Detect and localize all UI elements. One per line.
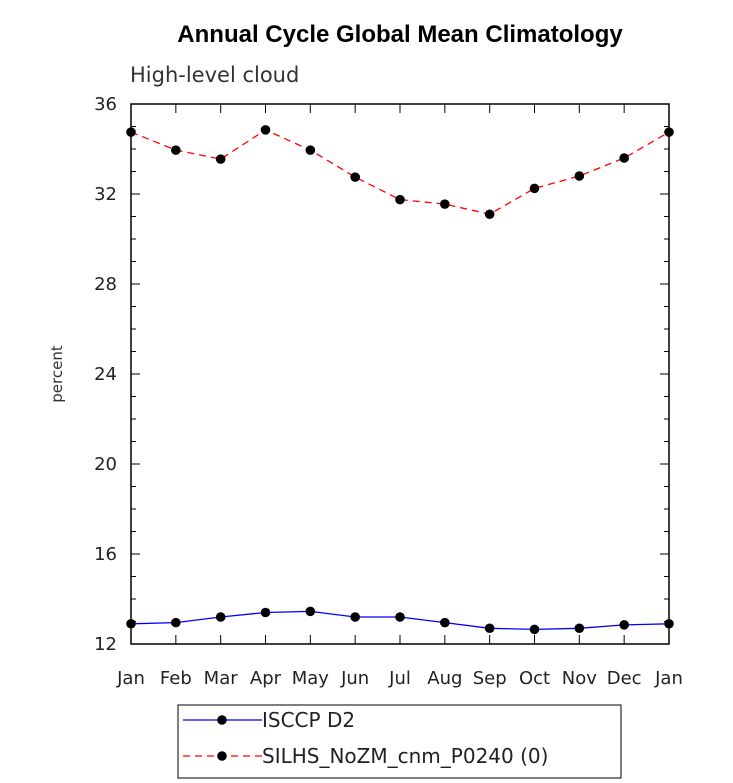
data-point xyxy=(305,606,316,617)
data-point xyxy=(574,171,585,181)
y-axis-label: percent xyxy=(48,345,66,403)
chart-title: Annual Cycle Global Mean Climatology xyxy=(177,21,623,48)
data-point xyxy=(440,617,450,628)
data-point xyxy=(484,623,495,634)
legend-label: ISCCP D2 xyxy=(262,708,355,732)
x-tick-label: May xyxy=(292,668,330,689)
plot-frame xyxy=(130,103,670,645)
x-tick-label: Jul xyxy=(388,668,411,689)
y-tick-label: 32 xyxy=(94,184,117,205)
x-tick-label: Nov xyxy=(562,668,597,689)
y-tick-label: 28 xyxy=(94,274,117,295)
x-tick-label: Jun xyxy=(340,668,369,689)
y-tick-label: 20 xyxy=(94,454,117,475)
data-point xyxy=(529,624,540,635)
legend: ISCCP D2 SILHS_NoZM_cnm_P0240 (0) xyxy=(177,704,622,779)
x-tick-label: Aug xyxy=(427,668,462,689)
x-tick-label: Sep xyxy=(473,668,507,689)
data-point xyxy=(260,607,271,618)
data-point xyxy=(260,125,271,135)
legend-label: SILHS_NoZM_cnm_P0240 (0) xyxy=(262,744,548,768)
data-point xyxy=(305,145,316,155)
data-point xyxy=(619,620,629,630)
chart-subtitle: High-level cloud xyxy=(130,63,299,87)
data-point xyxy=(664,618,674,629)
x-tick-label: Feb xyxy=(160,668,192,689)
data-point xyxy=(574,623,585,634)
legend-marker xyxy=(217,715,227,725)
data-point xyxy=(619,153,629,163)
data-point xyxy=(171,617,181,628)
y-tick-label: 24 xyxy=(94,364,117,385)
data-point xyxy=(529,183,540,194)
legend-marker xyxy=(217,751,227,761)
data-point xyxy=(395,194,405,205)
data-point xyxy=(440,199,450,209)
y-tick-label: 12 xyxy=(94,634,117,655)
x-tick-label: Oct xyxy=(519,668,550,689)
data-point xyxy=(126,618,136,629)
data-point xyxy=(664,127,674,137)
y-tick-label: 36 xyxy=(94,94,117,115)
data-point xyxy=(215,612,226,622)
data-point xyxy=(484,209,495,220)
series-layer xyxy=(126,125,674,635)
x-tick-label: Jan xyxy=(116,668,145,689)
y-tick-label: 16 xyxy=(94,544,117,565)
x-tick-label: Dec xyxy=(607,668,642,689)
data-point xyxy=(350,612,360,622)
x-tick-label: Mar xyxy=(204,668,239,689)
legend-box xyxy=(177,704,622,779)
data-point xyxy=(126,127,136,137)
data-point xyxy=(171,145,181,155)
data-point xyxy=(395,612,405,622)
data-point xyxy=(350,172,360,182)
x-tick-label: Apr xyxy=(250,668,282,689)
x-tick-label: Jan xyxy=(654,668,683,689)
data-point xyxy=(215,154,226,164)
axis-ticks: 12 16 20 24 28 32 36 Jan Feb Mar Apr May Jun Jul Aug Se… xyxy=(94,94,683,689)
